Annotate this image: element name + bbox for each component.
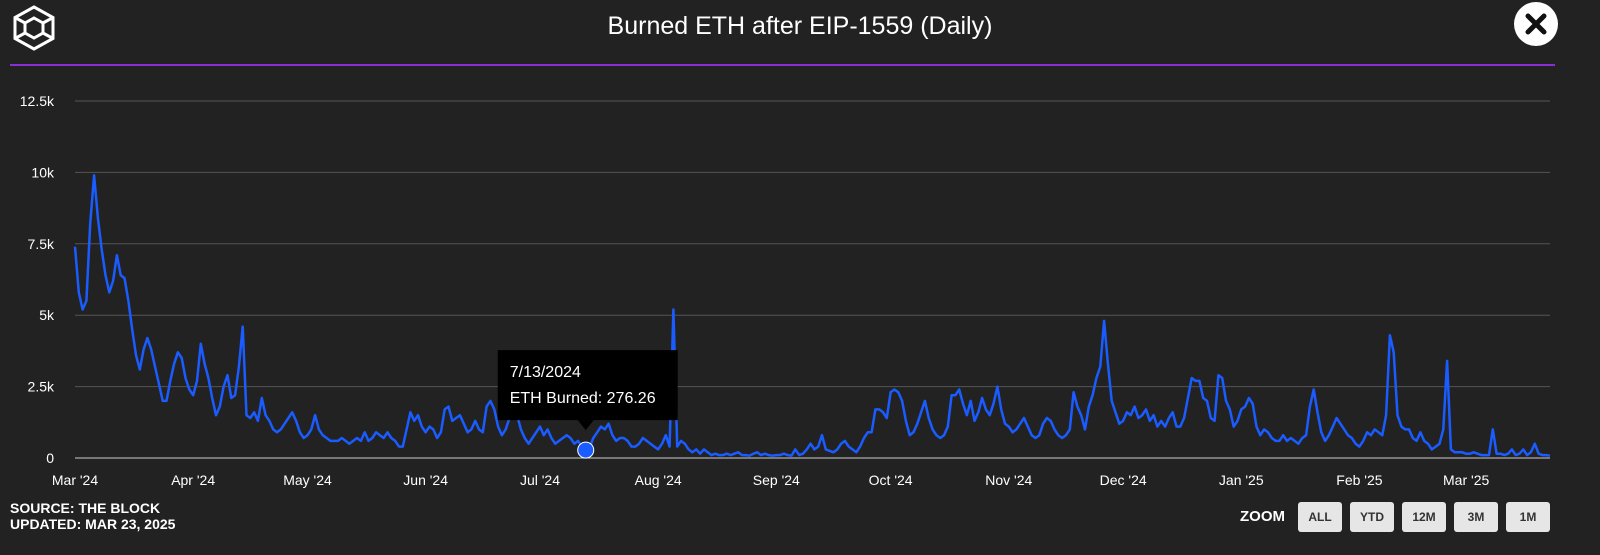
x-tick-label: Jan '25 [1219,472,1264,488]
tooltip: 7/13/2024 ETH Burned: 276.26 [497,350,678,431]
close-icon [1525,13,1547,35]
line-chart[interactable]: 0 2.5k 5k 7.5k 10k 12.5k Mar '24 Apr '24 May '2… [0,68,1600,498]
x-tick-label: Mar '25 [1443,472,1489,488]
zoom-1m-button[interactable]: 1M [1506,502,1550,532]
x-tick-label: Oct '24 [869,472,913,488]
y-tick-label: 12.5k [20,93,55,109]
chart-title: Burned ETH after EIP-1559 (Daily) [607,12,993,40]
zoom-3m-button[interactable]: 3M [1454,502,1498,532]
the-block-logo-icon [13,5,55,51]
y-tick-label: 2.5k [28,379,55,395]
series-line [73,174,1551,457]
title-divider [10,64,1555,66]
tooltip-date: 7/13/2024 [510,364,581,381]
y-tick-label: 10k [31,164,55,180]
x-tick-label: Jun '24 [403,472,448,488]
highlight-point[interactable] [577,441,595,459]
zoom-ytd-button[interactable]: YTD [1350,502,1394,532]
x-tick-label: May '24 [283,472,332,488]
tooltip-box [497,350,678,421]
y-tick-label: 5k [39,307,55,323]
x-tick-label: Sep '24 [753,472,800,488]
source-note: SOURCE: THE BLOCK UPDATED: MAR 23, 2025 [10,500,175,532]
updated-text: UPDATED: MAR 23, 2025 [10,516,176,532]
grid-lines [75,100,1550,459]
tooltip-arrow [577,420,594,431]
x-tick-label: Nov '24 [985,472,1032,488]
x-axis-labels: Mar '24 Apr '24 May '24 Jun '24 Jul '24 Aug '… [52,472,1490,488]
x-tick-label: Dec '24 [1100,472,1147,488]
y-tick-label: 0 [46,450,54,466]
y-tick-label: 7.5k [28,236,55,252]
x-tick-label: Jul '24 [520,472,560,488]
x-tick-label: Mar '24 [52,472,98,488]
chart-header: Burned ETH after EIP-1559 (Daily) [0,0,1600,66]
zoom-label: ZOOM [1240,508,1285,525]
zoom-all-button[interactable]: ALL [1298,502,1342,532]
y-axis-labels: 0 2.5k 5k 7.5k 10k 12.5k [20,93,55,466]
tooltip-value: ETH Burned: 276.26 [510,390,656,407]
x-tick-label: Feb '25 [1336,472,1382,488]
source-text: SOURCE: THE BLOCK [10,500,161,516]
x-tick-label: Aug '24 [635,472,682,488]
zoom-12m-button[interactable]: 12M [1402,502,1446,532]
close-button[interactable] [1514,2,1558,46]
x-tick-label: Apr '24 [171,472,215,488]
